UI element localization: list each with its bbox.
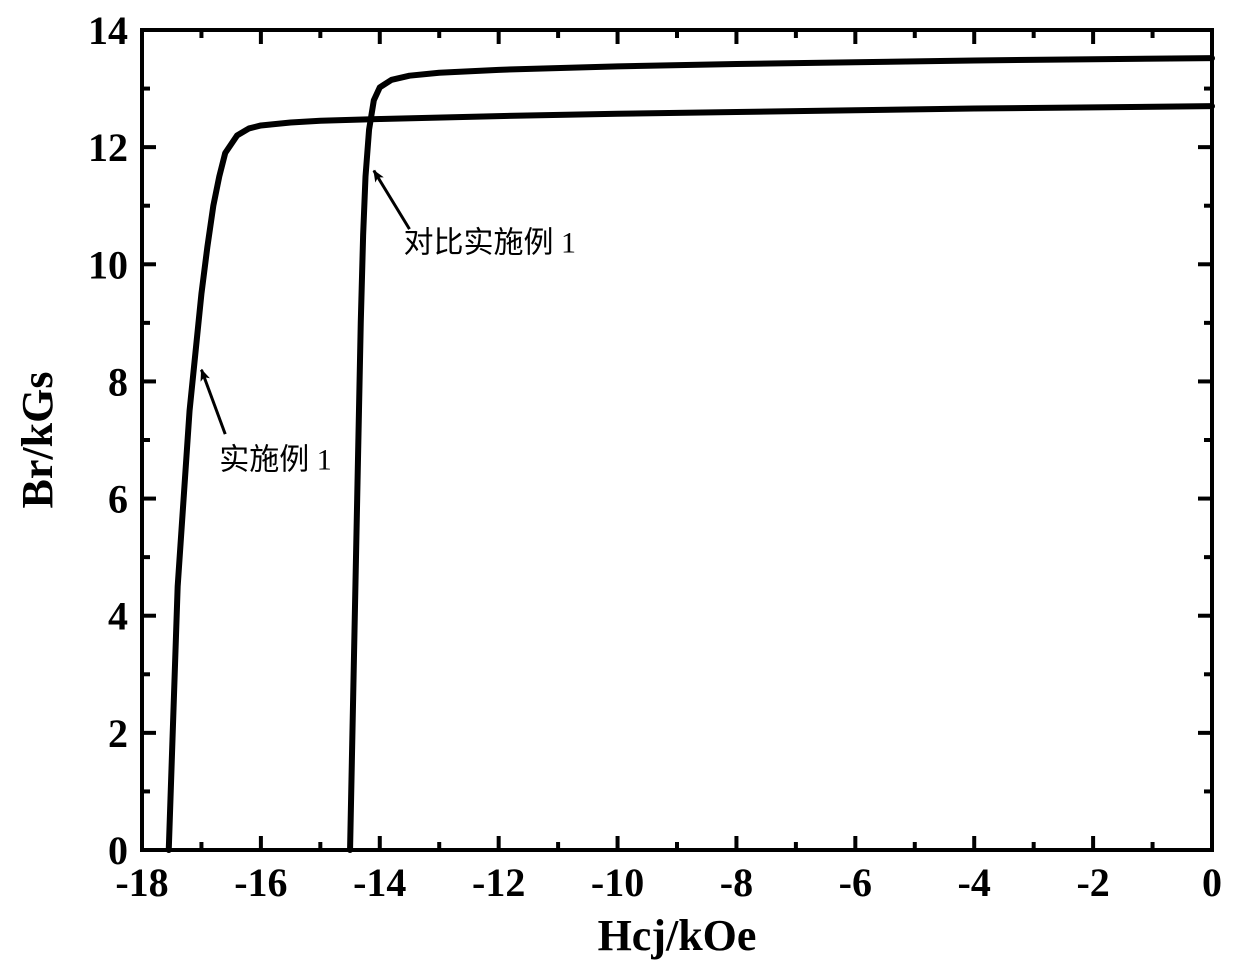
y-tick-label: 10 [88, 242, 128, 287]
plot-border [142, 30, 1212, 850]
x-axis-label: Hcj/kOe [598, 911, 757, 960]
x-tick-label: -2 [1076, 860, 1109, 905]
demagnetization-chart: -18-16-14-12-10-8-6-4-2002468101214Hcj/k… [0, 0, 1240, 973]
series-line [169, 106, 1212, 850]
y-tick-label: 6 [108, 477, 128, 522]
y-axis-label: Br/kGs [13, 372, 62, 509]
annotation-arrow [374, 171, 410, 230]
annotation-label: 实施例 1 [219, 443, 332, 476]
y-tick-label: 8 [108, 359, 128, 404]
y-tick-label: 0 [108, 828, 128, 873]
x-tick-label: -8 [720, 860, 753, 905]
y-tick-label: 12 [88, 125, 128, 170]
annotation-label: 对比实施例 1 [404, 227, 577, 260]
y-tick-label: 2 [108, 711, 128, 756]
x-tick-label: -6 [839, 860, 872, 905]
series-line [350, 58, 1212, 850]
chart-container: -18-16-14-12-10-8-6-4-2002468101214Hcj/k… [0, 0, 1240, 973]
x-tick-label: -12 [472, 860, 525, 905]
y-tick-label: 14 [88, 8, 128, 53]
annotation-arrow [201, 370, 225, 434]
x-tick-label: -10 [591, 860, 644, 905]
y-tick-label: 4 [108, 594, 128, 639]
x-tick-label: 0 [1202, 860, 1222, 905]
x-tick-label: -4 [958, 860, 991, 905]
x-tick-label: -14 [353, 860, 406, 905]
x-tick-label: -16 [234, 860, 287, 905]
